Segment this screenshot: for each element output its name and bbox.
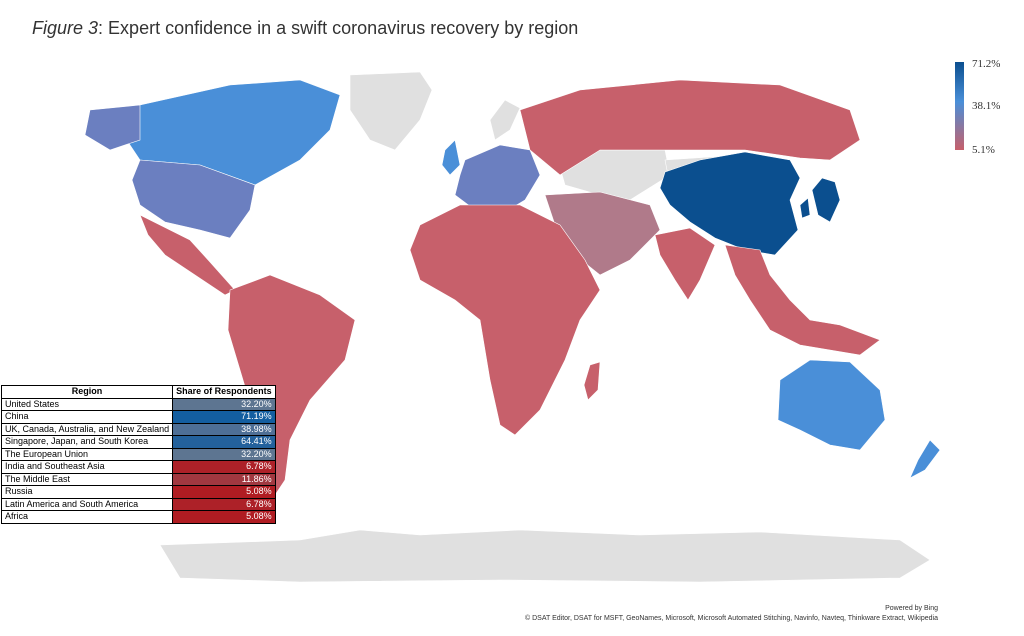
figure-label: Figure 3 [32, 18, 99, 38]
table-header-row: Region Share of Respondents [0, 385, 276, 399]
region-canada [119, 79, 341, 186]
header-region: Region [0, 385, 174, 399]
row-region: Russia [0, 485, 174, 499]
row-region: Latin America and South America [0, 497, 174, 511]
region-russia [519, 79, 861, 176]
header-share: Share of Respondents [172, 385, 276, 399]
row-region: The Middle East [0, 472, 174, 486]
region-japan-korea [799, 177, 841, 223]
row-region: India and Southeast Asia [0, 460, 174, 474]
table-row: The Middle East 11.86% [0, 472, 276, 486]
row-region: Africa [0, 510, 174, 524]
region-share-table: Region Share of Respondents United State… [0, 385, 276, 524]
row-region: United States [0, 397, 174, 411]
powered-by-label: Powered by Bing [885, 605, 938, 612]
row-share: 71.19% [172, 410, 276, 424]
region-china [659, 151, 801, 256]
attribution-label: © DSAT Editor, DSAT for MSFT, GeoNames, … [525, 615, 938, 622]
row-share: 5.08% [172, 485, 276, 499]
legend-mid-label: 38.1% [972, 100, 1001, 112]
map-title: Figure 3: Expert confidence in a swift c… [32, 18, 578, 39]
region-greenland [349, 71, 433, 151]
region-eu [454, 144, 541, 216]
title-text: : Expert confidence in a swift coronavir… [98, 18, 579, 38]
region-india [654, 227, 716, 301]
region-mexico-central-america [139, 214, 236, 296]
table-row: Russia 5.08% [0, 485, 276, 499]
region-scandinavia-north [489, 99, 521, 141]
color-legend: 71.2% 38.1% 5.1% [955, 58, 1024, 158]
table-row: India and Southeast Asia 6.78% [0, 460, 276, 474]
row-share: 64.41% [172, 435, 276, 449]
row-region: The European Union [0, 447, 174, 461]
region-southeast-asia [724, 244, 881, 356]
table-row: Africa 5.08% [0, 510, 276, 524]
row-share: 32.20% [172, 397, 276, 411]
region-alaska [84, 104, 141, 151]
region-africa [409, 204, 601, 436]
map-footer: Powered by Bing © DSAT Editor, DSAT for … [525, 604, 938, 624]
region-new-zealand [909, 439, 941, 479]
row-share: 6.78% [172, 497, 276, 511]
row-region: China [0, 410, 174, 424]
region-uk [441, 139, 461, 176]
region-usa [131, 159, 256, 239]
row-region: UK, Canada, Australia, and New Zealand [0, 422, 174, 436]
table-row: Latin America and South America 6.78% [0, 497, 276, 511]
legend-gradient-bar [955, 62, 964, 150]
legend-max-label: 71.2% [972, 58, 1001, 70]
region-antarctica [159, 529, 931, 583]
row-share: 11.86% [172, 472, 276, 486]
row-share: 38.98% [172, 422, 276, 436]
table-row: Singapore, Japan, and South Korea 64.41% [0, 435, 276, 449]
table-row: China 71.19% [0, 410, 276, 424]
region-madagascar [583, 361, 601, 401]
row-share: 5.08% [172, 510, 276, 524]
table-row: UK, Canada, Australia, and New Zealand 38… [0, 422, 276, 436]
region-australia [777, 359, 886, 451]
legend-min-label: 5.1% [972, 144, 995, 156]
table-row: United States 32.20% [0, 397, 276, 411]
row-region: Singapore, Japan, and South Korea [0, 435, 174, 449]
row-share: 6.78% [172, 460, 276, 474]
row-share: 32.20% [172, 447, 276, 461]
table-row: The European Union 32.20% [0, 447, 276, 461]
